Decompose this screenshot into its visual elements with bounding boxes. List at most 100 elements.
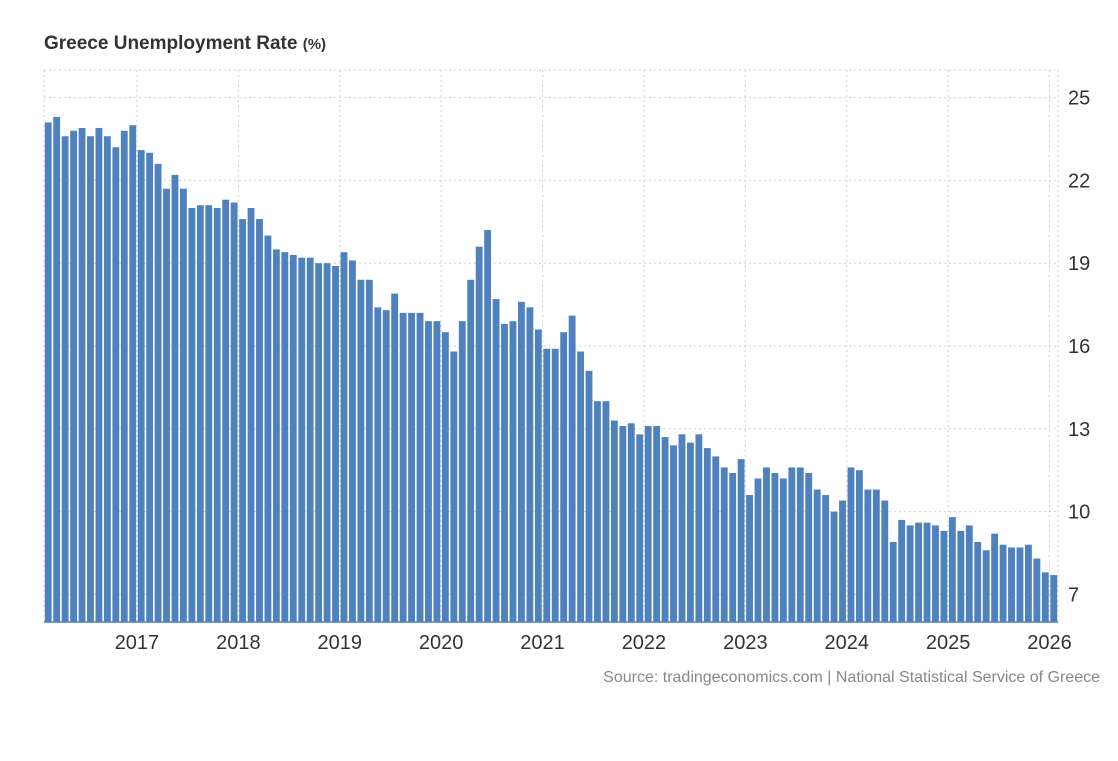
bar [391, 293, 399, 622]
bar [551, 348, 559, 622]
bar [906, 525, 914, 622]
bar [53, 116, 61, 623]
bar [44, 122, 52, 622]
bar [1008, 547, 1015, 622]
bar [78, 127, 86, 623]
bar [670, 445, 677, 622]
bar [349, 260, 356, 622]
bar [289, 254, 297, 623]
bar [720, 467, 728, 622]
bar [999, 544, 1007, 622]
y-tick-label: 19 [1068, 253, 1090, 275]
bar [932, 525, 939, 622]
bar [492, 299, 500, 622]
bar [61, 136, 69, 623]
bar [940, 530, 948, 622]
bar [754, 478, 762, 622]
bar-series [44, 116, 1058, 623]
bar [70, 130, 77, 622]
bar [653, 426, 661, 622]
bar [103, 136, 111, 623]
bar [737, 459, 745, 622]
bar [534, 329, 542, 622]
bar [856, 470, 863, 622]
x-tick-label: 2026 [1027, 632, 1072, 654]
bar [408, 312, 415, 622]
bar [771, 472, 779, 622]
bar [594, 401, 601, 622]
bar [95, 127, 103, 623]
bar [948, 517, 956, 622]
bar [433, 321, 441, 622]
bar [450, 351, 458, 622]
bar [298, 257, 306, 622]
y-tick-label: 16 [1068, 336, 1090, 358]
y-tick-label: 22 [1068, 170, 1090, 192]
bar [154, 163, 162, 622]
bar [357, 279, 365, 622]
bar [982, 550, 990, 622]
bar [256, 219, 263, 623]
bar [340, 252, 348, 622]
bar [1016, 547, 1024, 622]
bar [112, 147, 120, 622]
y-tick-label: 13 [1068, 419, 1090, 441]
bar [205, 205, 213, 623]
bar [365, 279, 373, 622]
bar [247, 208, 255, 622]
bar [475, 246, 483, 622]
bar [957, 530, 965, 622]
x-tick-label: 2021 [520, 632, 565, 654]
bar [1033, 558, 1041, 622]
y-tick-label: 7 [1068, 584, 1079, 606]
bar [425, 321, 432, 622]
bar [1025, 544, 1032, 622]
bar [678, 434, 686, 622]
bar [881, 500, 889, 622]
bar [577, 351, 584, 622]
bar [636, 434, 644, 622]
bar [661, 437, 669, 622]
bar [315, 263, 323, 622]
bar [923, 522, 931, 622]
bar [644, 426, 652, 622]
bar [129, 125, 137, 622]
bar [382, 310, 390, 622]
bar [898, 519, 906, 622]
bar [374, 307, 382, 622]
bar [915, 522, 922, 622]
bar [965, 525, 973, 622]
bar [484, 230, 492, 622]
bar [687, 442, 694, 622]
x-tick-label: 2022 [622, 632, 667, 654]
bar [712, 456, 720, 622]
bar [441, 332, 449, 622]
bar [399, 312, 407, 622]
bar [813, 489, 821, 622]
bar [568, 315, 576, 622]
bar [627, 423, 635, 622]
bar [239, 219, 246, 623]
bar [872, 489, 880, 622]
y-axis-ticks: 7 10 13 16 19 22 25 [1068, 88, 1090, 607]
bar [306, 257, 314, 622]
bar [1041, 572, 1049, 622]
bar [822, 495, 830, 622]
x-tick-label: 2018 [216, 632, 261, 654]
x-axis-ticks: 2017 2018 2019 2020 2021 2022 2023 2024 2025 2026 [115, 632, 1072, 654]
bar [180, 188, 187, 622]
chart-title-text: Greece Unemployment Rate [44, 33, 298, 54]
chart-title: Greece Unemployment Rate (%) [44, 33, 326, 55]
bar [610, 420, 618, 622]
bar [805, 472, 813, 622]
bar [991, 533, 999, 622]
bar [796, 467, 804, 622]
bar [703, 448, 711, 622]
bar [746, 495, 753, 622]
bar [323, 263, 331, 622]
bar [509, 321, 517, 622]
bar [120, 130, 128, 622]
bar [196, 205, 204, 623]
bar [171, 174, 179, 622]
